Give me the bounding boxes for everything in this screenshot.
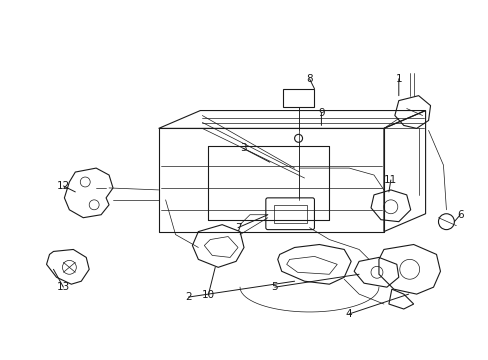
Text: 4: 4 <box>345 309 352 319</box>
Text: 3: 3 <box>239 143 246 153</box>
Text: 11: 11 <box>384 175 397 185</box>
Text: 12: 12 <box>57 181 70 191</box>
Text: 6: 6 <box>456 210 463 220</box>
Text: 7: 7 <box>234 222 241 233</box>
Bar <box>282 89 314 107</box>
Text: 2: 2 <box>185 292 191 302</box>
Text: 8: 8 <box>305 74 312 84</box>
Text: 1: 1 <box>395 74 401 84</box>
Text: 9: 9 <box>317 108 324 117</box>
Bar <box>273 205 306 223</box>
Text: 10: 10 <box>202 290 214 300</box>
Text: 5: 5 <box>271 282 278 292</box>
Text: 13: 13 <box>57 282 70 292</box>
